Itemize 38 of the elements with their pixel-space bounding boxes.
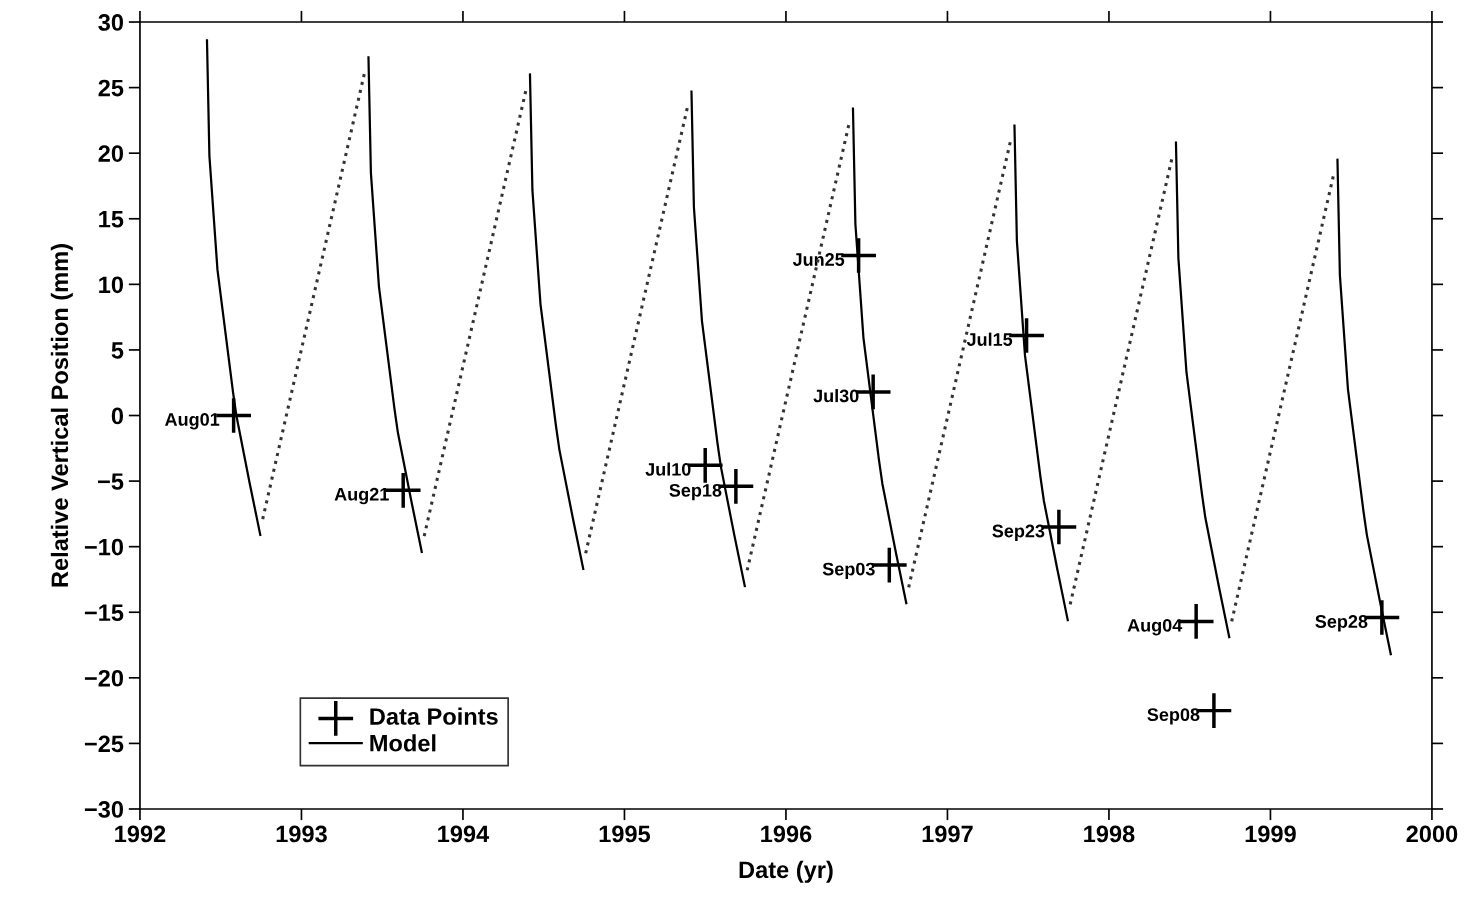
y-tick-label: 20: [98, 145, 124, 162]
annotation: Jun25: [792, 253, 845, 266]
annotation: Sep03: [822, 562, 875, 579]
annotation: Jul10: [645, 462, 691, 476]
y-tick-label: −30: [84, 801, 124, 818]
annotation: Aug21: [334, 487, 389, 505]
y-tick-label: 25: [98, 79, 124, 97]
annotation: Jul30: [813, 389, 859, 403]
x-tick-label: 1997: [922, 825, 973, 843]
y-tick-label: −20: [84, 669, 124, 687]
y-tick-label: 0: [111, 407, 124, 425]
x-axis-title: Date (yr): [739, 860, 833, 883]
x-tick-label: 1998: [1084, 825, 1135, 843]
annotation: Sep28: [1315, 615, 1368, 632]
x-tick-label: 1992: [115, 825, 166, 843]
y-tick-label: −15: [84, 604, 124, 622]
annotation: Aug04: [1127, 618, 1183, 636]
annotation: Jul15: [966, 332, 1013, 346]
y-tick-label: −25: [84, 735, 124, 753]
legend-label: Model: [370, 734, 436, 752]
y-tick-label: −5: [98, 473, 124, 490]
x-tick-label: 1996: [761, 825, 812, 843]
y-tick-label: 5: [111, 342, 124, 359]
x-tick-label: 1999: [1245, 825, 1296, 843]
legend-label: Data Points: [370, 707, 498, 725]
y-axis-title: Relative Vertical Position (mm): [50, 244, 73, 587]
y-tick-label: −10: [84, 538, 124, 556]
y-tick-label: 10: [99, 276, 124, 294]
x-tick-label: 1994: [438, 825, 490, 843]
annotation: Sep18: [669, 483, 722, 501]
x-tick-label: 1993: [276, 825, 327, 843]
y-tick-label: 15: [99, 211, 124, 228]
y-tick-label: 30: [98, 14, 124, 31]
annotation: Sep23: [992, 524, 1045, 541]
annotation: Aug01: [165, 413, 220, 430]
x-tick-label: 2000: [1406, 825, 1458, 843]
x-tick-label: 1995: [599, 825, 651, 843]
annotation: Sep08: [1147, 708, 1200, 725]
